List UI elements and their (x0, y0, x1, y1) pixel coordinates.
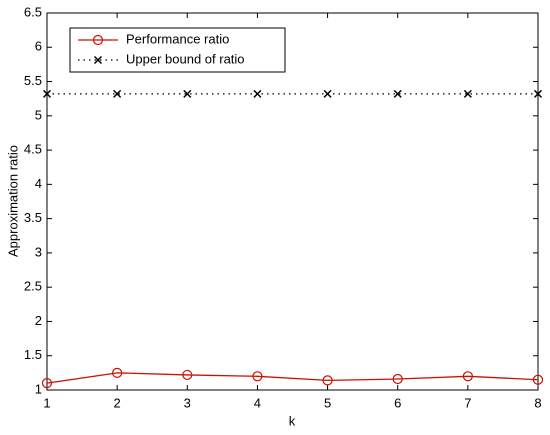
data-point (112, 367, 123, 378)
x-tick-label: 1 (43, 395, 50, 410)
x-tick-label: 2 (114, 395, 121, 410)
data-point (322, 375, 333, 386)
data-point (392, 373, 403, 385)
x-axis-label: k (289, 413, 296, 428)
y-tick-label: 6.5 (24, 4, 42, 19)
x-tick-label: 4 (254, 395, 261, 410)
x-tick-label: 5 (324, 395, 331, 410)
data-point (253, 89, 262, 98)
y-tick-label: 1.5 (24, 347, 42, 362)
y-tick-label: 5 (35, 107, 42, 122)
y-tick-label: 2.5 (24, 279, 42, 294)
legend-label: Upper bound of ratio (126, 51, 245, 66)
data-point (462, 371, 473, 382)
data-point (252, 371, 263, 382)
data-point (42, 89, 52, 98)
y-tick-label: 6 (35, 39, 42, 54)
data-point (393, 89, 402, 98)
series-line (46, 372, 539, 384)
legend-marker (92, 34, 104, 46)
x-tick-label: 3 (184, 395, 191, 410)
x-tick-label: 8 (534, 395, 541, 410)
x-tick-label: 6 (394, 395, 401, 410)
data-point (533, 89, 543, 98)
y-tick-label: 2 (35, 313, 42, 328)
y-tick-label: 5.5 (24, 73, 42, 88)
data-point (41, 378, 53, 389)
legend-label: Performance ratio (126, 31, 229, 46)
data-point (463, 89, 472, 98)
data-point (323, 89, 332, 98)
legend-marker (93, 55, 103, 65)
y-tick-label: 3 (35, 244, 42, 259)
y-tick-label: 4 (35, 176, 42, 191)
data-point (532, 374, 544, 385)
y-tick-label: 3.5 (24, 210, 42, 225)
y-axis-label: Approximation ratio (5, 145, 20, 257)
y-tick-label: 4.5 (24, 142, 42, 157)
x-tick-label: 7 (464, 395, 471, 410)
data-point (182, 369, 193, 381)
plot-frame (46, 12, 539, 391)
data-point (183, 89, 192, 98)
legend-box (69, 27, 286, 73)
y-tick-label: 1 (35, 381, 42, 396)
data-point (113, 89, 122, 98)
